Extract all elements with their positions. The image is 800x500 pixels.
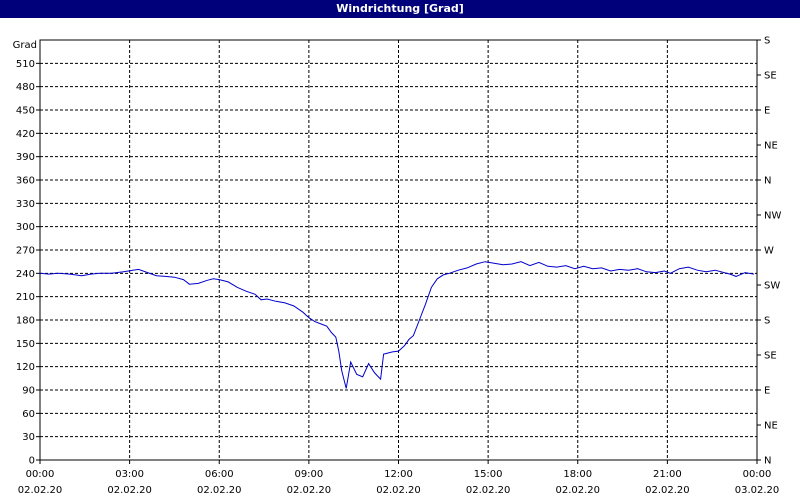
x-axis: 00:00 02.02.20 03:00 02.02.20 06:00 02.02.20 0…	[18, 460, 780, 496]
x-tick-time: 21:00	[653, 469, 682, 480]
y-tick-label: 360	[16, 176, 35, 187]
x-tick-date: 02.02.20	[555, 485, 600, 496]
grid	[40, 40, 757, 460]
y2-tick-label: SE	[764, 71, 777, 82]
y-tick-label: 420	[16, 129, 35, 140]
y-tick-label: 30	[22, 432, 35, 443]
y-tick-label: 120	[16, 362, 35, 373]
y2-tick-label: NW	[764, 211, 781, 222]
x-tick-time: 00:00	[26, 469, 55, 480]
y-tick-label: 270	[16, 246, 35, 257]
y2-tick-label: NE	[764, 421, 778, 432]
x-tick-date: 02.02.20	[18, 485, 63, 496]
x-tick-date: 03.02.20	[735, 485, 780, 496]
y-tick-label: 90	[22, 386, 35, 397]
y-tick-label: 300	[16, 222, 35, 233]
x-tick-date: 02.02.20	[287, 485, 332, 496]
x-tick-time: 15:00	[474, 469, 503, 480]
x-tick-date: 02.02.20	[107, 485, 152, 496]
x-tick-date: 02.02.20	[197, 485, 242, 496]
y-tick-label: 150	[16, 339, 35, 350]
x-tick-time: 00:00	[743, 469, 772, 480]
x-tick-date: 02.02.20	[466, 485, 511, 496]
y-tick-label: 480	[16, 82, 35, 93]
y-tick-label: 390	[16, 152, 35, 163]
y-tick-label: 330	[16, 199, 35, 210]
x-tick-time: 03:00	[115, 469, 144, 480]
y-tick-label: 510	[16, 59, 35, 70]
y-tick-label: 450	[16, 106, 35, 117]
x-tick-date: 02.02.20	[645, 485, 690, 496]
y2-tick-label: E	[764, 106, 770, 117]
y2-tick-label: S	[764, 316, 770, 327]
y2-tick-label: N	[764, 456, 771, 467]
y2-tick-label: E	[764, 386, 770, 397]
y2-tick-label: N	[764, 176, 771, 187]
y-tick-label: 60	[22, 409, 35, 420]
y-tick-label: 210	[16, 292, 35, 303]
y-axis: 0 30 60 90 120 150 180 210 240 270 300 330 360 390 420…	[16, 59, 40, 467]
y2-tick-label: SW	[764, 281, 780, 292]
y2-tick-label: W	[764, 246, 774, 257]
y-axis-label: Grad	[13, 40, 37, 51]
x-tick-time: 18:00	[563, 469, 592, 480]
x-tick-time: 06:00	[205, 469, 234, 480]
secondary-y-axis: N NE E SE S SW W NW N NE E SE S	[757, 36, 781, 467]
y-tick-label: 0	[29, 456, 35, 467]
x-tick-date: 02.02.20	[376, 485, 421, 496]
x-tick-time: 09:00	[294, 469, 323, 480]
y2-tick-label: NE	[764, 141, 778, 152]
chart-title: Windrichtung [Grad]	[0, 0, 800, 18]
series-line	[39, 261, 755, 389]
y-tick-label: 180	[16, 316, 35, 327]
x-tick-time: 12:00	[384, 469, 413, 480]
y2-tick-label: S	[764, 36, 770, 47]
y2-tick-label: SE	[764, 351, 777, 362]
y-tick-label: 240	[16, 269, 35, 280]
